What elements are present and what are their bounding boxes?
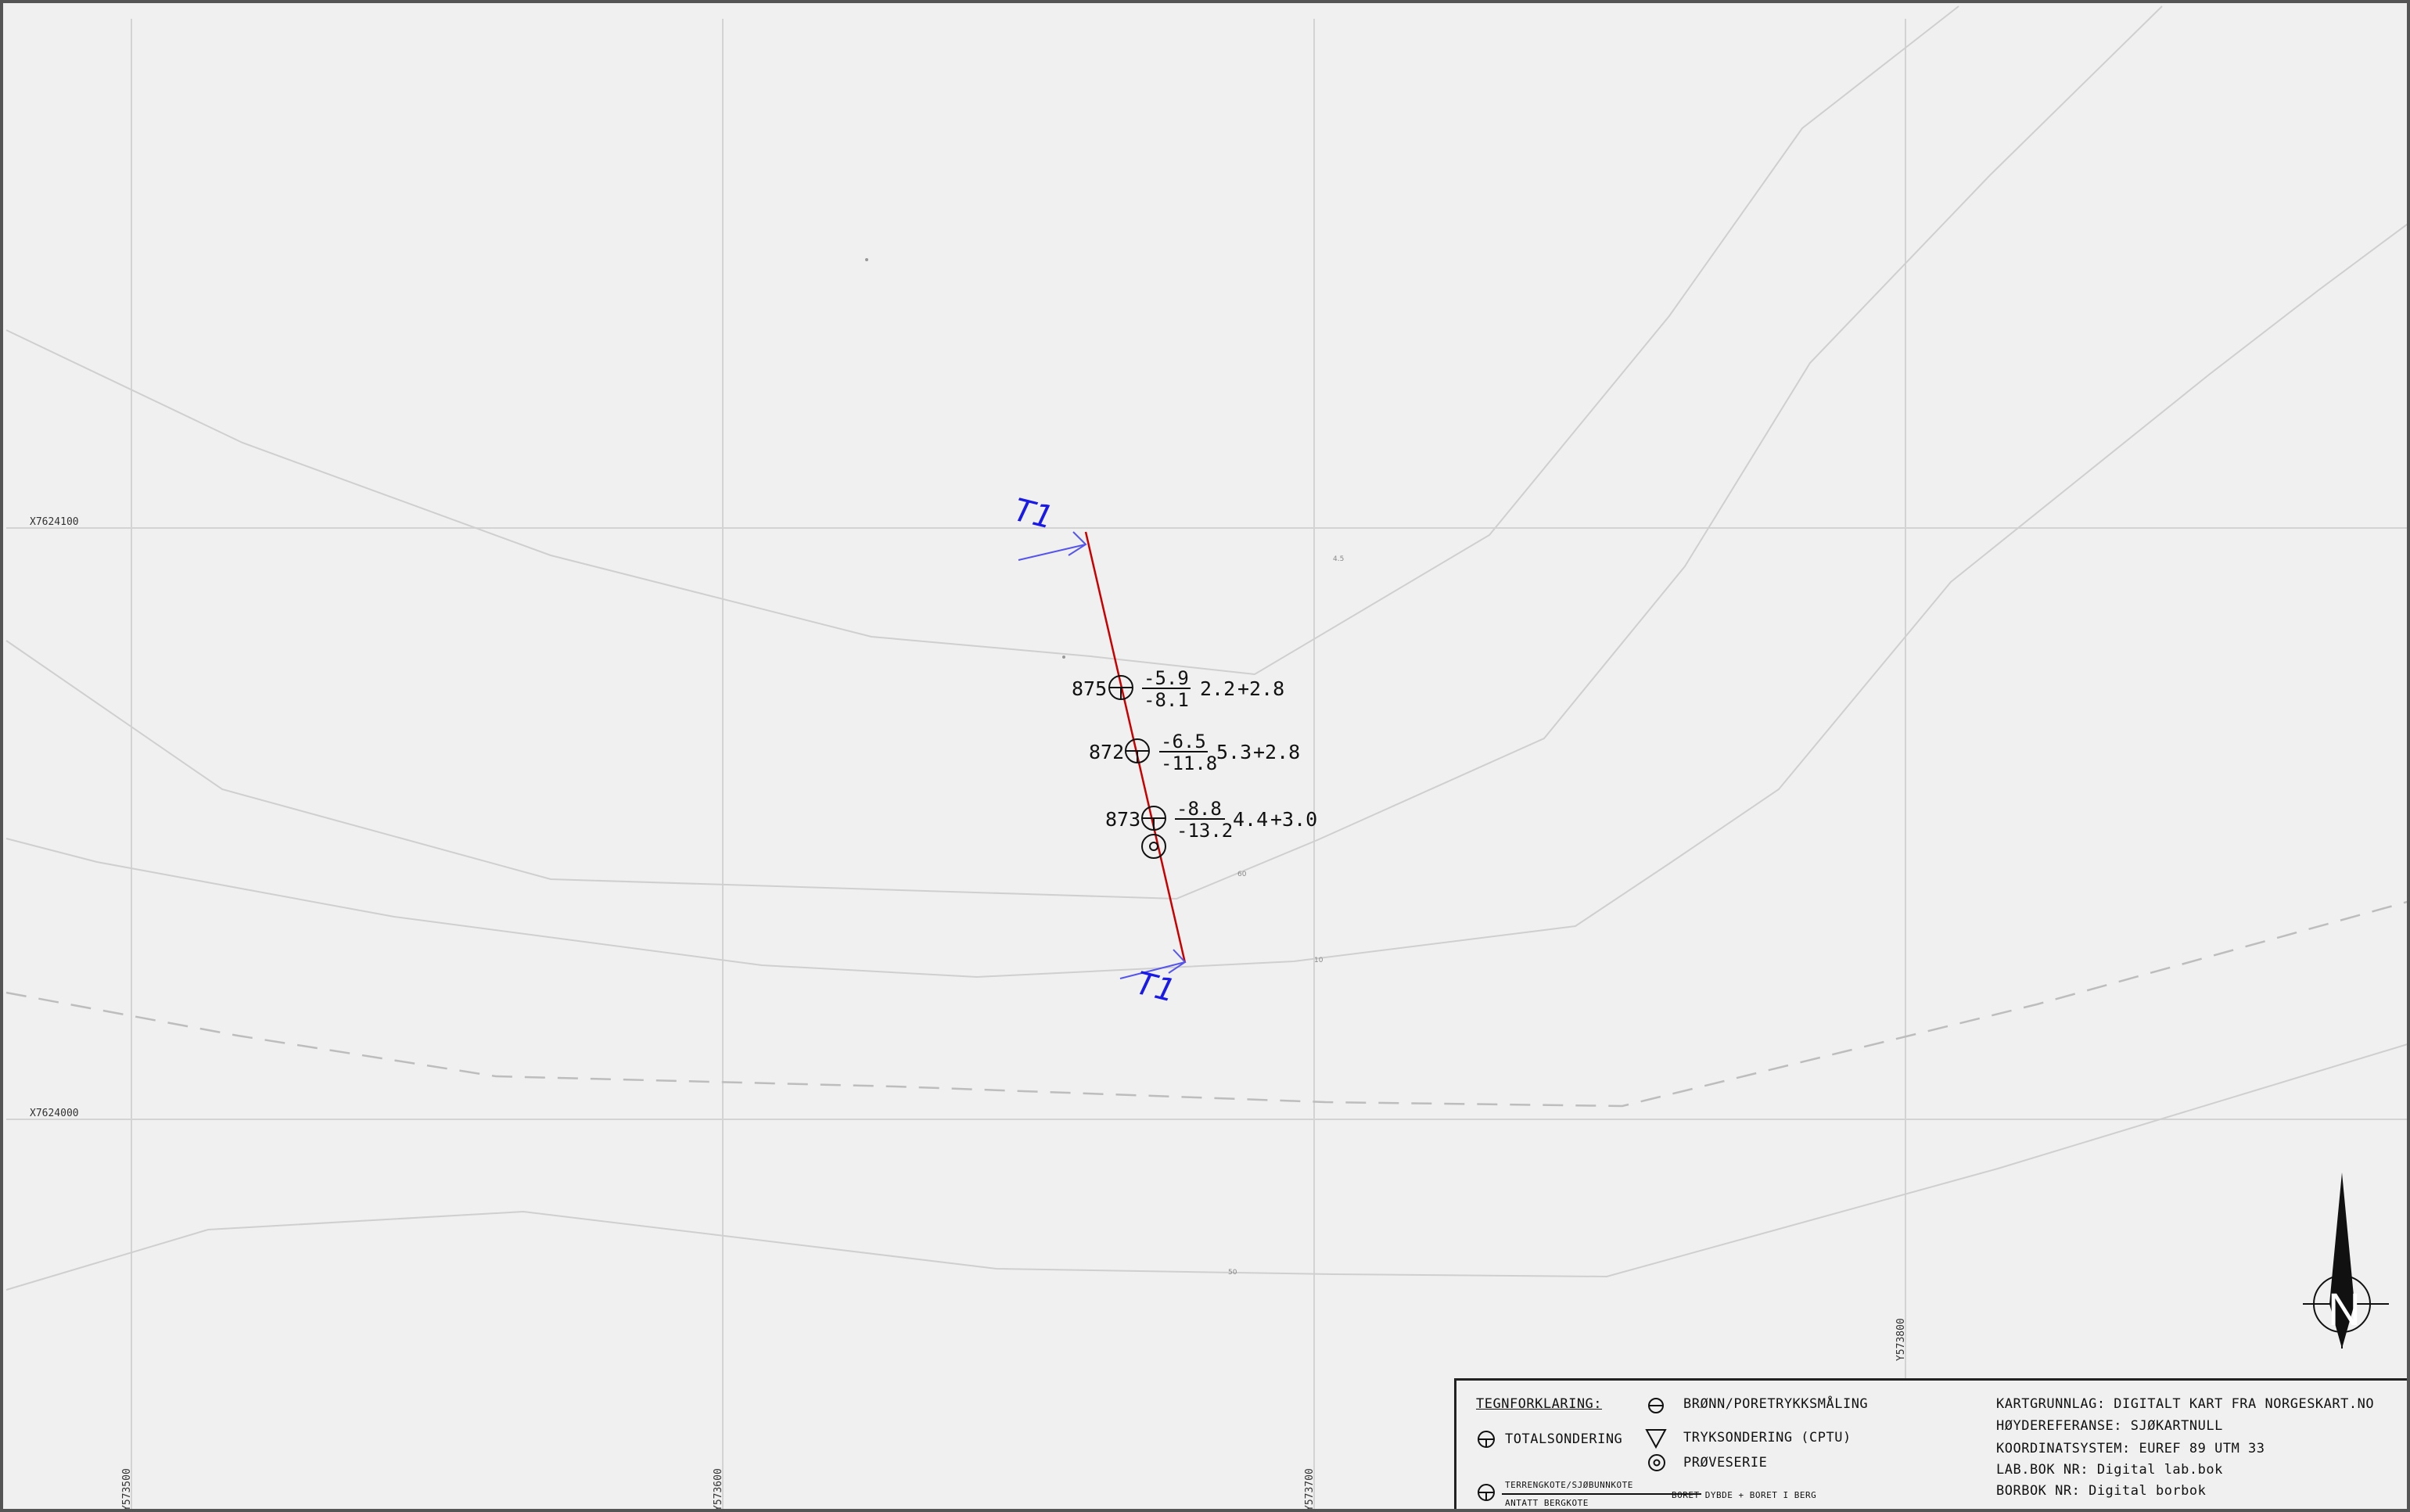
bronn-icon xyxy=(1648,1398,1664,1413)
legend-proveserie: PRØVESERIE xyxy=(1683,1455,1768,1471)
proveserie-symbol xyxy=(1141,834,1166,859)
drilled-depth: 4.4 xyxy=(1233,808,1268,831)
borehole-873[interactable]: 873 -8.8 -13.2 4.4 +3.0 xyxy=(1105,798,1317,859)
legend-info-line: KOORDINATSYSTEM: EUREF 89 UTM 33 xyxy=(1996,1441,2265,1456)
legend-bronn: BRØNN/PORETRYKKSMÅLING xyxy=(1683,1396,1869,1412)
bedrock-elevation: -11.8 xyxy=(1161,752,1217,774)
legend-terrain-label: TERRENGKOTE/SJØBUNNKOTE xyxy=(1505,1480,1633,1490)
borehole-875[interactable]: 875 -5.9 -8.1 2.2 +2.8 xyxy=(1072,667,1284,711)
terrain-elevation: -5.9 xyxy=(1144,667,1189,689)
spot-height: 4.5 xyxy=(1333,555,1344,563)
contour-line xyxy=(5,223,2407,979)
north-label: N xyxy=(2328,1284,2361,1335)
grid-label-y573800: Y573800 xyxy=(1895,1318,1907,1361)
legend-depth-label: BORET DYBDE + BORET I BERG xyxy=(1672,1490,1817,1500)
cptu-icon xyxy=(1645,1429,1667,1449)
drilled-depth: 2.2 xyxy=(1200,677,1235,700)
grid-label-x7624000: X7624000 xyxy=(30,1108,79,1119)
legend-divider xyxy=(1502,1493,1701,1495)
totalsondering-icon xyxy=(1478,1484,1495,1501)
section-arrow-end xyxy=(1119,949,1187,979)
grid-label-y573700: Y573700 xyxy=(1304,1468,1316,1511)
legend-bedrock-label: ANTATT BERGKOTE xyxy=(1505,1498,1589,1508)
section-label-t1-start: T1 xyxy=(1011,492,1058,537)
legend-info-line: BORBOK NR: Digital borbok xyxy=(1996,1483,2207,1499)
totalsondering-icon xyxy=(1478,1431,1495,1448)
borehole-id: 872 xyxy=(1089,741,1124,763)
drilled-depth: 5.3 xyxy=(1216,741,1252,763)
section-arrow-start xyxy=(1018,531,1087,561)
contour-line xyxy=(5,5,1959,676)
grid-label-y573600: Y573600 xyxy=(713,1468,724,1511)
bedrock-elevation: -13.2 xyxy=(1176,820,1233,842)
drilled-in-rock: +3.0 xyxy=(1270,808,1317,831)
grid-label-x7624100: X7624100 xyxy=(30,516,79,528)
drilled-in-rock: +2.8 xyxy=(1237,677,1284,700)
section-label-t1-end: T1 xyxy=(1133,965,1180,1010)
legend-totalsondering: TOTALSONDERING xyxy=(1505,1431,1623,1447)
terrain-elevation: -8.8 xyxy=(1176,798,1222,820)
legend-heading: TEGNFORKLARING: xyxy=(1476,1396,1603,1412)
legend-panel: TEGNFORKLARING: TOTALSONDERING TERRENGKO… xyxy=(1454,1378,2407,1509)
terrain-elevation: -6.5 xyxy=(1161,731,1206,752)
contour-line xyxy=(5,1043,2407,1291)
contour-line-dashed xyxy=(5,900,2407,1108)
spot-height: 50 xyxy=(1228,1269,1237,1277)
legend-info-line: LAB.BOK NR: Digital lab.bok xyxy=(1996,1462,2223,1478)
legend-info-line: HØYDEREFERANSE: SJØKARTNULL xyxy=(1996,1418,2223,1434)
legend-info-line: KARTGRUNNLAG: DIGITALT KART FRA NORGESKA… xyxy=(1996,1396,2375,1412)
spot-marker xyxy=(865,258,868,261)
borehole-id: 875 xyxy=(1072,677,1107,700)
proveserie-icon xyxy=(1648,1454,1665,1471)
spot-height: 10 xyxy=(1314,957,1324,964)
bedrock-elevation: -8.1 xyxy=(1144,689,1189,711)
section-line-t1[interactable] xyxy=(1084,531,1187,964)
legend-cptu: TRYKSONDERING (CPTU) xyxy=(1683,1430,1851,1446)
spot-height: 60 xyxy=(1237,871,1247,878)
contour-line xyxy=(5,5,2163,900)
borehole-id: 873 xyxy=(1105,808,1140,831)
map-drawing: X7624100 X7624000 Y573500 Y573600 Y57370… xyxy=(5,5,2407,1511)
drilled-in-rock: +2.8 xyxy=(1253,741,1300,763)
spot-marker xyxy=(1062,655,1065,659)
north-arrow: N xyxy=(2303,1173,2389,1349)
grid-label-y573500: Y573500 xyxy=(121,1468,133,1511)
borehole-872[interactable]: 872 -6.5 -11.8 5.3 +2.8 xyxy=(1089,731,1300,774)
